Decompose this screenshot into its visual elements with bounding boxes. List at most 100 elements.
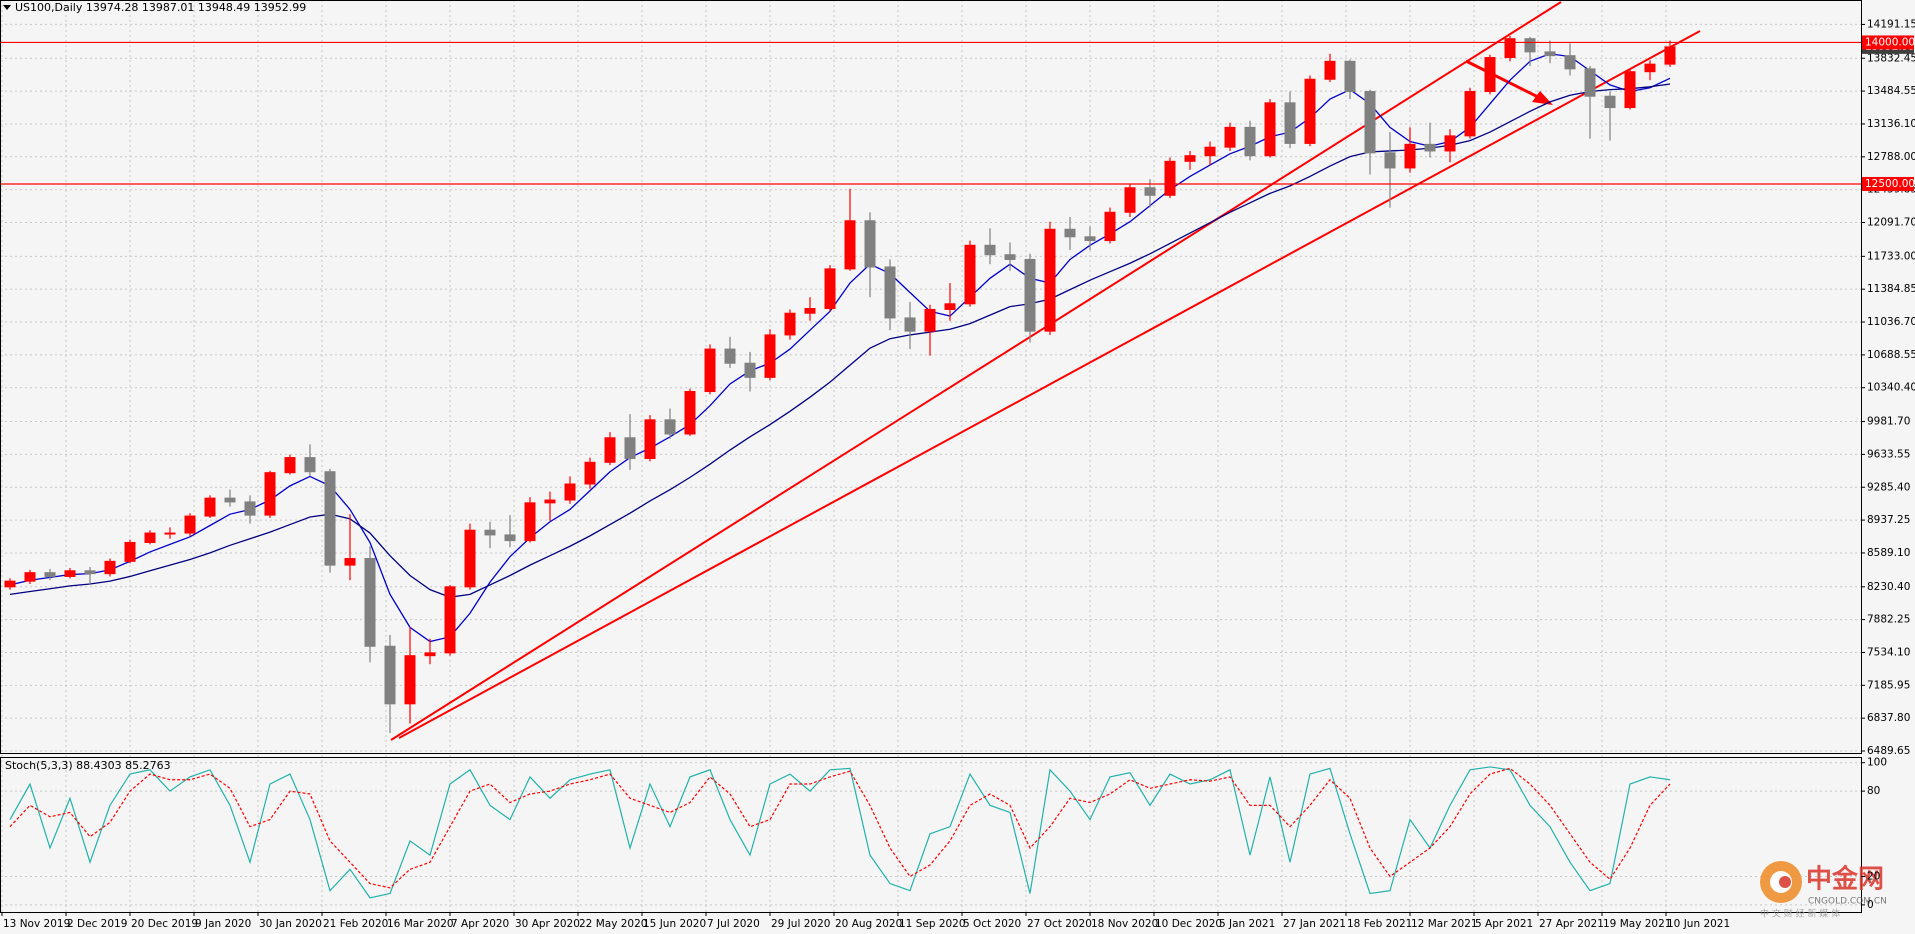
candle-body bbox=[1584, 68, 1596, 97]
x-tick-label: 9 Jan 2020 bbox=[195, 918, 251, 930]
y-tick-label: 13136.10 bbox=[1867, 118, 1915, 130]
candle-body bbox=[564, 483, 576, 501]
y-tick-label: 11036.70 bbox=[1867, 316, 1915, 328]
y-tick-label: 9285.40 bbox=[1867, 481, 1910, 493]
candle-body bbox=[184, 515, 196, 534]
x-tick-label: 18 Nov 2020 bbox=[1091, 918, 1158, 930]
trendline bbox=[398, 30, 1701, 739]
candle-body bbox=[1524, 38, 1536, 53]
x-tick-label: 7 Jul 2020 bbox=[707, 918, 760, 930]
moving-average bbox=[9, 83, 1671, 598]
candle-body bbox=[344, 558, 356, 566]
x-tick-label: 21 Feb 2020 bbox=[323, 918, 388, 930]
x-tick-label: 2 Dec 2019 bbox=[67, 918, 127, 930]
candle-body bbox=[1264, 102, 1276, 157]
stoch-panel-border bbox=[0, 757, 1862, 913]
candle-body bbox=[204, 497, 216, 517]
candle-body bbox=[1664, 46, 1676, 65]
candle-body bbox=[804, 308, 816, 314]
x-tick-label: 20 Dec 2019 bbox=[131, 918, 198, 930]
candle-body bbox=[124, 541, 136, 562]
candle-body bbox=[364, 558, 376, 647]
x-tick-label: 11 Sep 2020 bbox=[899, 918, 966, 930]
candle-body bbox=[264, 472, 276, 516]
candle-body bbox=[824, 268, 836, 310]
candle-body bbox=[324, 471, 336, 566]
candle-body bbox=[524, 502, 536, 542]
x-tick-label: 13 Nov 2019 bbox=[3, 918, 70, 930]
x-tick-label: 18 Feb 2021 bbox=[1347, 918, 1412, 930]
candle-body bbox=[964, 244, 976, 305]
watermark-tagline: 中 文 财 经 新 媒 体 bbox=[1760, 908, 1840, 920]
candle-body bbox=[224, 497, 236, 503]
candle-body bbox=[944, 303, 956, 310]
candle-body bbox=[1424, 143, 1436, 152]
y-tick-label: 7534.10 bbox=[1867, 646, 1910, 658]
candle-body bbox=[1464, 91, 1476, 137]
candle-body bbox=[464, 529, 476, 588]
candle-body bbox=[1104, 211, 1116, 242]
candle-body bbox=[1284, 102, 1296, 144]
watermark-text: 中金网 bbox=[1806, 864, 1884, 895]
stoch-line bbox=[9, 766, 1671, 899]
candle-body bbox=[544, 499, 556, 504]
y-tick-label: 80 bbox=[1867, 785, 1880, 797]
candle-body bbox=[104, 560, 116, 575]
candle-body bbox=[1244, 126, 1256, 157]
watermark-url: CNGOLD.COM.CN bbox=[1808, 897, 1887, 907]
y-tick-label: 13484.55 bbox=[1867, 85, 1915, 97]
hline-tag bbox=[1862, 35, 1914, 50]
x-tick-label: 5 Jan 2021 bbox=[1219, 918, 1275, 930]
candle-body bbox=[1324, 60, 1336, 80]
y-tick-label: 12788.00 bbox=[1867, 151, 1915, 163]
candle-body bbox=[1604, 95, 1616, 109]
candle-body bbox=[1344, 60, 1356, 93]
y-tick-label: 7882.25 bbox=[1867, 614, 1910, 626]
candle-body bbox=[1024, 258, 1036, 332]
candle-body bbox=[904, 317, 916, 332]
y-tick-label: 6489.65 bbox=[1867, 745, 1910, 757]
hline-label: 12500.00 bbox=[1865, 178, 1915, 190]
x-tick-label: 19 May 2021 bbox=[1603, 918, 1671, 930]
candle-body bbox=[744, 362, 756, 378]
candle-body bbox=[1044, 228, 1056, 332]
symbol-icon bbox=[3, 5, 11, 10]
candle-body bbox=[1384, 152, 1396, 169]
candle-body bbox=[1144, 187, 1156, 196]
y-tick-label: 10340.40 bbox=[1867, 382, 1915, 394]
candle-body bbox=[624, 437, 636, 460]
x-tick-label: 10 Jun 2021 bbox=[1667, 918, 1730, 930]
candle-body bbox=[984, 244, 996, 256]
y-tick-label: 14191.15 bbox=[1867, 18, 1915, 30]
candle-body bbox=[1484, 57, 1496, 93]
y-tick-label: 0 bbox=[1867, 899, 1874, 911]
candle-body bbox=[4, 580, 16, 588]
y-tick-label: 13832.45 bbox=[1867, 52, 1915, 64]
candle-body bbox=[1124, 187, 1136, 213]
candle-body bbox=[1004, 254, 1016, 260]
x-tick-label: 15 Jun 2020 bbox=[643, 918, 706, 930]
x-tick-label: 5 Oct 2020 bbox=[963, 918, 1021, 930]
watermark: 中金网 CNGOLD.COM.CN 中 文 财 经 新 媒 体 bbox=[1760, 861, 1887, 920]
y-tick-label: 8937.25 bbox=[1867, 514, 1910, 526]
y-tick-label: 12091.70 bbox=[1867, 216, 1915, 228]
candle-body bbox=[284, 457, 296, 474]
x-tick-label: 29 Jul 2020 bbox=[771, 918, 830, 930]
x-tick-label: 22 May 2020 bbox=[579, 918, 647, 930]
x-tick-label: 30 Jan 2020 bbox=[259, 918, 322, 930]
candle-body bbox=[84, 570, 96, 575]
candle-body bbox=[644, 419, 656, 460]
candle-body bbox=[1624, 71, 1636, 109]
candle-body bbox=[1544, 51, 1556, 57]
candle-body bbox=[1064, 228, 1076, 238]
candle-body bbox=[1564, 55, 1576, 70]
y-tick-label: 8230.40 bbox=[1867, 581, 1910, 593]
x-tick-label: 20 Aug 2020 bbox=[835, 918, 902, 930]
candle-body bbox=[1224, 126, 1236, 148]
y-tick-label: 20 bbox=[1867, 870, 1880, 882]
candle-body bbox=[1364, 91, 1376, 154]
candle-body bbox=[64, 570, 76, 577]
hline-tag bbox=[1862, 176, 1914, 191]
